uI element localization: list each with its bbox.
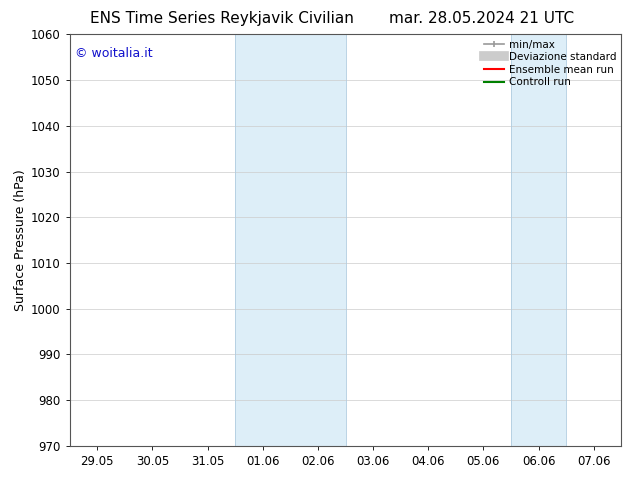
Bar: [235, 34, 346, 446]
Text: mar. 28.05.2024 21 UTC: mar. 28.05.2024 21 UTC: [389, 11, 574, 26]
Text: ENS Time Series Reykjavik Civilian: ENS Time Series Reykjavik Civilian: [90, 11, 354, 26]
Legend: min/max, Deviazione standard, Ensemble mean run, Controll run: min/max, Deviazione standard, Ensemble m…: [482, 37, 618, 89]
Bar: [511, 34, 566, 446]
Y-axis label: Surface Pressure (hPa): Surface Pressure (hPa): [14, 169, 27, 311]
Text: © woitalia.it: © woitalia.it: [75, 47, 153, 60]
